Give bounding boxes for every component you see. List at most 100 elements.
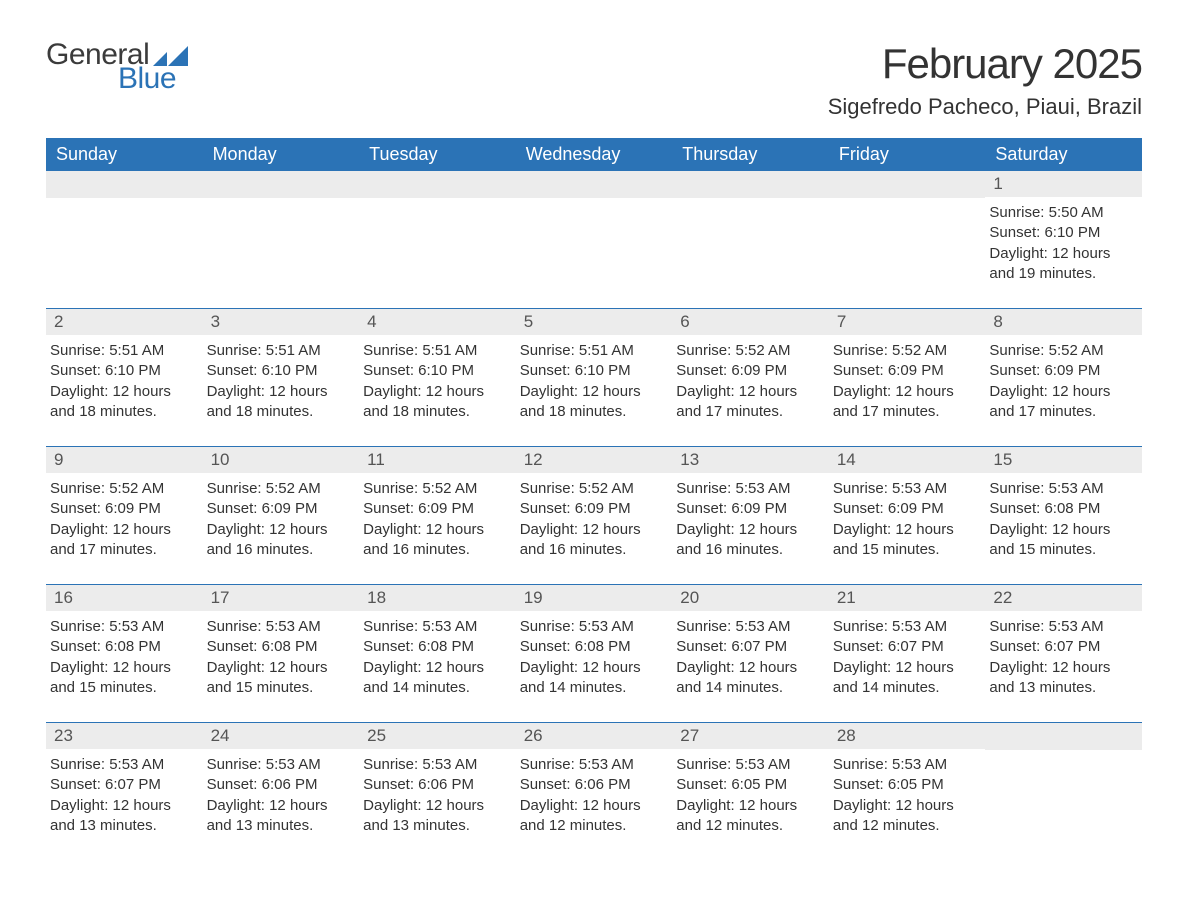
day-number: 8 bbox=[985, 309, 1142, 335]
daylight-line: Daylight: 12 hours and 13 minutes. bbox=[50, 796, 199, 837]
week-row: 2Sunrise: 5:51 AMSunset: 6:10 PMDaylight… bbox=[46, 308, 1142, 428]
month-title: February 2025 bbox=[828, 40, 1142, 88]
week-row: 23Sunrise: 5:53 AMSunset: 6:07 PMDayligh… bbox=[46, 722, 1142, 842]
sunset-line: Sunset: 6:09 PM bbox=[50, 499, 199, 519]
day-cell-empty bbox=[203, 171, 360, 290]
day-details: Sunrise: 5:53 AMSunset: 6:07 PMDaylight:… bbox=[985, 611, 1142, 704]
day-cell-11: 11Sunrise: 5:52 AMSunset: 6:09 PMDayligh… bbox=[359, 447, 516, 566]
logo-text-blue: Blue bbox=[118, 64, 176, 94]
day-cell-empty bbox=[359, 171, 516, 290]
day-details: Sunrise: 5:51 AMSunset: 6:10 PMDaylight:… bbox=[516, 335, 673, 428]
day-cell-27: 27Sunrise: 5:53 AMSunset: 6:05 PMDayligh… bbox=[672, 723, 829, 842]
sunset-line: Sunset: 6:10 PM bbox=[207, 361, 356, 381]
sunset-line: Sunset: 6:06 PM bbox=[363, 775, 512, 795]
day-details: Sunrise: 5:52 AMSunset: 6:09 PMDaylight:… bbox=[985, 335, 1142, 428]
day-details: Sunrise: 5:52 AMSunset: 6:09 PMDaylight:… bbox=[672, 335, 829, 428]
sunset-line: Sunset: 6:09 PM bbox=[520, 499, 669, 519]
sunrise-line: Sunrise: 5:53 AM bbox=[520, 755, 669, 775]
sunrise-line: Sunrise: 5:52 AM bbox=[363, 479, 512, 499]
sunset-line: Sunset: 6:10 PM bbox=[989, 223, 1138, 243]
day-cell-empty bbox=[829, 171, 986, 290]
day-number: 2 bbox=[46, 309, 203, 335]
day-number: 3 bbox=[203, 309, 360, 335]
day-cell-empty bbox=[985, 723, 1142, 842]
day-details: Sunrise: 5:53 AMSunset: 6:06 PMDaylight:… bbox=[516, 749, 673, 842]
daylight-line: Daylight: 12 hours and 14 minutes. bbox=[520, 658, 669, 699]
weekday-sunday: Sunday bbox=[46, 138, 203, 171]
calendar: SundayMondayTuesdayWednesdayThursdayFrid… bbox=[46, 138, 1142, 842]
day-number: 4 bbox=[359, 309, 516, 335]
day-number: 10 bbox=[203, 447, 360, 473]
day-details: Sunrise: 5:53 AMSunset: 6:08 PMDaylight:… bbox=[516, 611, 673, 704]
day-number: 14 bbox=[829, 447, 986, 473]
day-number: 17 bbox=[203, 585, 360, 611]
sunset-line: Sunset: 6:10 PM bbox=[50, 361, 199, 381]
sunrise-line: Sunrise: 5:52 AM bbox=[207, 479, 356, 499]
day-details: Sunrise: 5:51 AMSunset: 6:10 PMDaylight:… bbox=[203, 335, 360, 428]
daylight-line: Daylight: 12 hours and 18 minutes. bbox=[50, 382, 199, 423]
weekday-wednesday: Wednesday bbox=[516, 138, 673, 171]
sunrise-line: Sunrise: 5:53 AM bbox=[833, 479, 982, 499]
day-number: 20 bbox=[672, 585, 829, 611]
daylight-line: Daylight: 12 hours and 14 minutes. bbox=[833, 658, 982, 699]
day-cell-empty bbox=[516, 171, 673, 290]
day-cell-19: 19Sunrise: 5:53 AMSunset: 6:08 PMDayligh… bbox=[516, 585, 673, 704]
sunrise-line: Sunrise: 5:53 AM bbox=[676, 479, 825, 499]
sunrise-line: Sunrise: 5:51 AM bbox=[50, 341, 199, 361]
day-cell-28: 28Sunrise: 5:53 AMSunset: 6:05 PMDayligh… bbox=[829, 723, 986, 842]
daylight-line: Daylight: 12 hours and 16 minutes. bbox=[520, 520, 669, 561]
sunrise-line: Sunrise: 5:53 AM bbox=[520, 617, 669, 637]
sunset-line: Sunset: 6:05 PM bbox=[676, 775, 825, 795]
day-details: Sunrise: 5:52 AMSunset: 6:09 PMDaylight:… bbox=[359, 473, 516, 566]
day-cell-22: 22Sunrise: 5:53 AMSunset: 6:07 PMDayligh… bbox=[985, 585, 1142, 704]
daylight-line: Daylight: 12 hours and 16 minutes. bbox=[676, 520, 825, 561]
sunset-line: Sunset: 6:08 PM bbox=[50, 637, 199, 657]
day-cell-13: 13Sunrise: 5:53 AMSunset: 6:09 PMDayligh… bbox=[672, 447, 829, 566]
sunset-line: Sunset: 6:09 PM bbox=[363, 499, 512, 519]
day-details: Sunrise: 5:53 AMSunset: 6:08 PMDaylight:… bbox=[46, 611, 203, 704]
sunrise-line: Sunrise: 5:52 AM bbox=[520, 479, 669, 499]
day-details: Sunrise: 5:52 AMSunset: 6:09 PMDaylight:… bbox=[203, 473, 360, 566]
day-number: 15 bbox=[985, 447, 1142, 473]
day-cell-20: 20Sunrise: 5:53 AMSunset: 6:07 PMDayligh… bbox=[672, 585, 829, 704]
day-number: 23 bbox=[46, 723, 203, 749]
sunrise-line: Sunrise: 5:51 AM bbox=[363, 341, 512, 361]
day-cell-10: 10Sunrise: 5:52 AMSunset: 6:09 PMDayligh… bbox=[203, 447, 360, 566]
day-details: Sunrise: 5:53 AMSunset: 6:09 PMDaylight:… bbox=[672, 473, 829, 566]
sunrise-line: Sunrise: 5:52 AM bbox=[989, 341, 1138, 361]
day-details: Sunrise: 5:53 AMSunset: 6:07 PMDaylight:… bbox=[829, 611, 986, 704]
day-details: Sunrise: 5:52 AMSunset: 6:09 PMDaylight:… bbox=[829, 335, 986, 428]
day-cell-18: 18Sunrise: 5:53 AMSunset: 6:08 PMDayligh… bbox=[359, 585, 516, 704]
logo: General Blue bbox=[46, 40, 188, 94]
sunset-line: Sunset: 6:08 PM bbox=[207, 637, 356, 657]
day-cell-21: 21Sunrise: 5:53 AMSunset: 6:07 PMDayligh… bbox=[829, 585, 986, 704]
sunset-line: Sunset: 6:07 PM bbox=[676, 637, 825, 657]
daylight-line: Daylight: 12 hours and 16 minutes. bbox=[207, 520, 356, 561]
sunrise-line: Sunrise: 5:53 AM bbox=[676, 617, 825, 637]
day-details: Sunrise: 5:51 AMSunset: 6:10 PMDaylight:… bbox=[46, 335, 203, 428]
daylight-line: Daylight: 12 hours and 13 minutes. bbox=[207, 796, 356, 837]
day-details: Sunrise: 5:53 AMSunset: 6:05 PMDaylight:… bbox=[672, 749, 829, 842]
day-number: 9 bbox=[46, 447, 203, 473]
day-details: Sunrise: 5:51 AMSunset: 6:10 PMDaylight:… bbox=[359, 335, 516, 428]
day-number: 16 bbox=[46, 585, 203, 611]
sunset-line: Sunset: 6:07 PM bbox=[50, 775, 199, 795]
sunset-line: Sunset: 6:09 PM bbox=[989, 361, 1138, 381]
page-header: General Blue February 2025 Sigefredo Pac… bbox=[46, 40, 1142, 120]
daylight-line: Daylight: 12 hours and 14 minutes. bbox=[363, 658, 512, 699]
daylight-line: Daylight: 12 hours and 13 minutes. bbox=[989, 658, 1138, 699]
sunrise-line: Sunrise: 5:52 AM bbox=[50, 479, 199, 499]
day-number: 6 bbox=[672, 309, 829, 335]
day-cell-empty bbox=[46, 171, 203, 290]
day-number: 19 bbox=[516, 585, 673, 611]
day-number: 25 bbox=[359, 723, 516, 749]
day-number: 22 bbox=[985, 585, 1142, 611]
daylight-line: Daylight: 12 hours and 12 minutes. bbox=[833, 796, 982, 837]
day-number: 12 bbox=[516, 447, 673, 473]
sunrise-line: Sunrise: 5:51 AM bbox=[520, 341, 669, 361]
day-cell-25: 25Sunrise: 5:53 AMSunset: 6:06 PMDayligh… bbox=[359, 723, 516, 842]
weekday-monday: Monday bbox=[203, 138, 360, 171]
day-number: 7 bbox=[829, 309, 986, 335]
day-cell-14: 14Sunrise: 5:53 AMSunset: 6:09 PMDayligh… bbox=[829, 447, 986, 566]
daylight-line: Daylight: 12 hours and 15 minutes. bbox=[207, 658, 356, 699]
